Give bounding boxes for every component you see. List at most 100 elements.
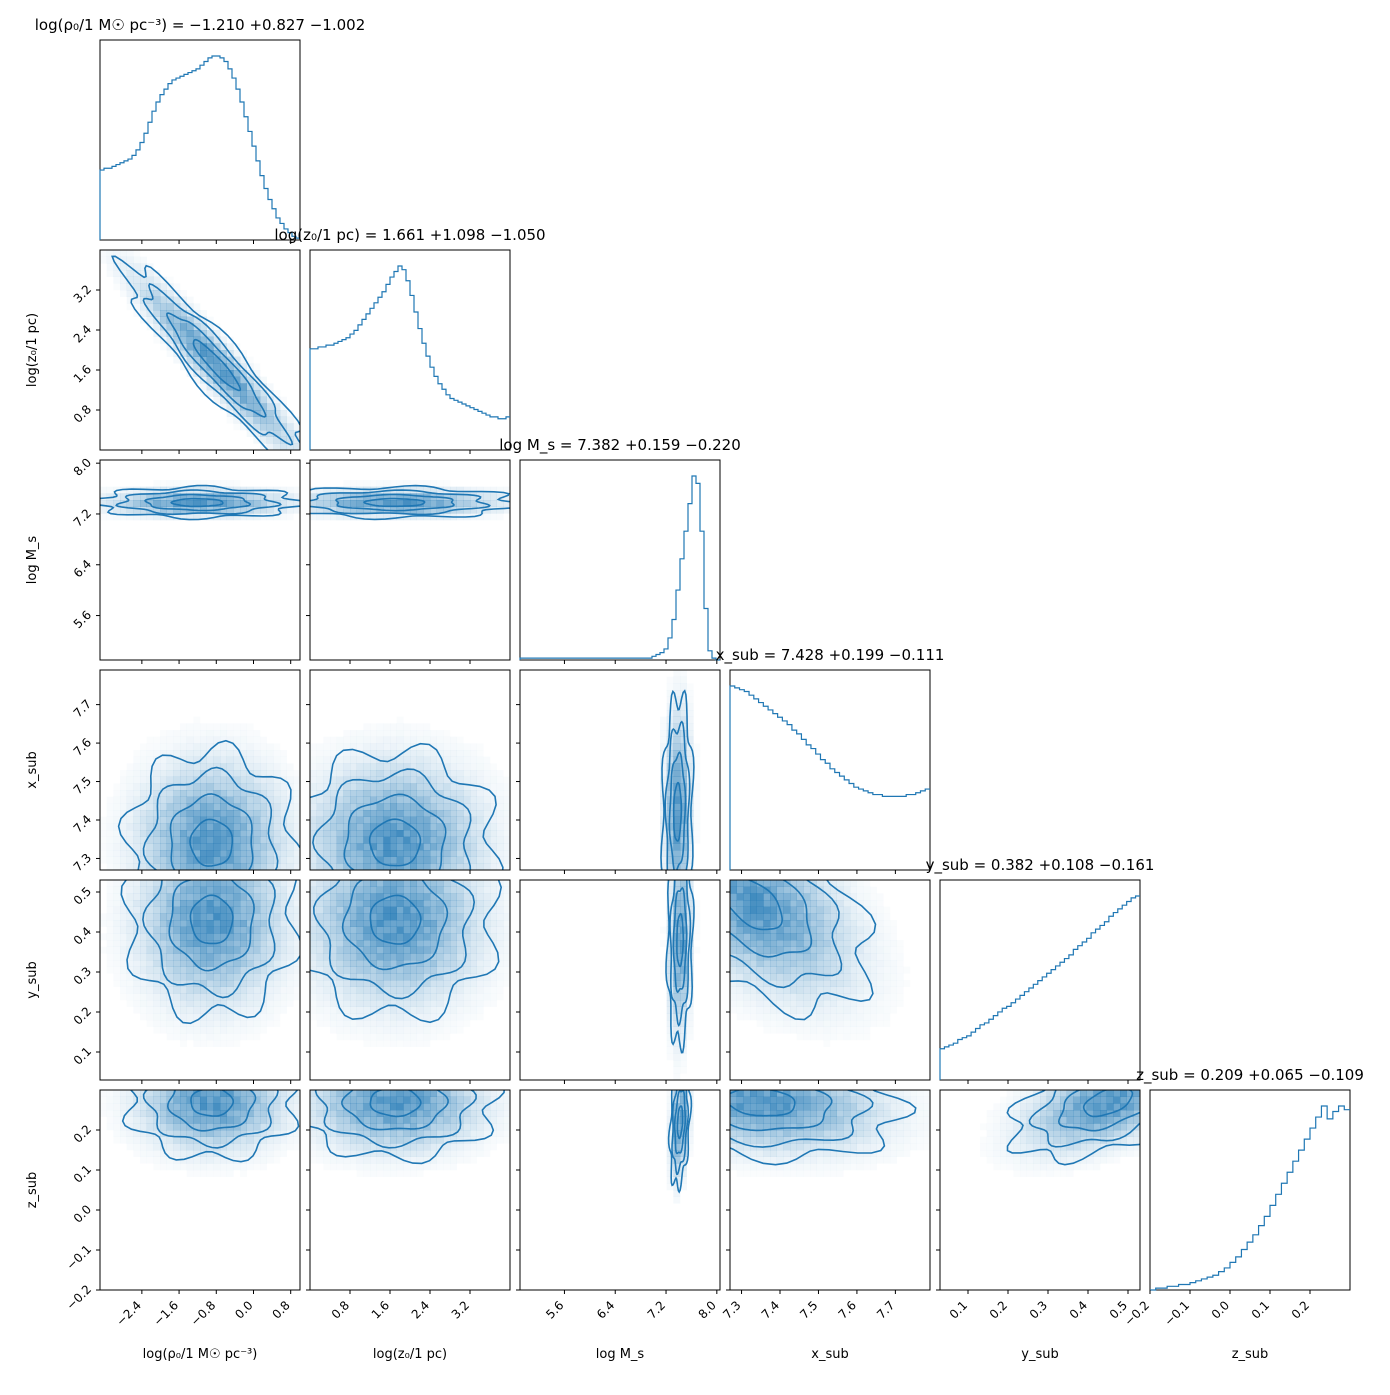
density-cell — [803, 1033, 810, 1040]
density-cell — [247, 777, 254, 784]
density-cell — [147, 1013, 154, 1020]
density-cell — [390, 1033, 397, 1040]
density-cell — [450, 920, 457, 927]
density-cell — [200, 900, 207, 907]
density-cell — [240, 830, 247, 837]
density-cell — [227, 887, 234, 894]
density-cell — [437, 500, 444, 507]
density-cell — [280, 850, 287, 857]
density-cell — [233, 1033, 240, 1040]
density-cell — [120, 973, 127, 980]
density-cell — [113, 953, 120, 960]
density-cell — [450, 993, 457, 1000]
density-cell — [120, 803, 127, 810]
density-cell — [233, 973, 240, 980]
density-cell — [260, 863, 267, 870]
density-cell — [330, 737, 337, 744]
density-cell — [390, 1027, 397, 1034]
density-cell — [477, 857, 484, 864]
density-cell — [200, 730, 207, 737]
density-cell — [247, 803, 254, 810]
density-cell — [227, 1020, 234, 1027]
density-cell — [343, 737, 350, 744]
density-cell — [423, 763, 430, 770]
density-cell — [287, 843, 294, 850]
density-cell — [470, 1007, 477, 1014]
density-cell — [357, 1143, 364, 1150]
density-cell — [167, 797, 174, 804]
density-cell — [403, 1117, 410, 1124]
density-cell — [490, 980, 497, 987]
density-cell — [363, 907, 370, 914]
density-cell — [397, 803, 404, 810]
density-cell — [343, 947, 350, 954]
density-cell — [660, 927, 667, 934]
density-cell — [100, 830, 107, 837]
density-cell — [280, 1150, 287, 1157]
density-cell — [120, 907, 127, 914]
density-cell — [737, 927, 744, 934]
density-cell — [377, 770, 384, 777]
density-cell — [437, 730, 444, 737]
density-cell — [377, 1137, 384, 1144]
density-cell — [430, 797, 437, 804]
density-cell — [423, 927, 430, 934]
density-cell — [173, 1020, 180, 1027]
density-cell — [490, 1000, 497, 1007]
density-cell — [810, 1033, 817, 1040]
density-cell — [410, 1143, 417, 1150]
density-cell — [107, 810, 114, 817]
density-cell — [357, 1103, 364, 1110]
density-cell — [817, 927, 824, 934]
density-cell — [227, 987, 234, 994]
density-cell — [260, 1163, 267, 1170]
density-cell — [240, 823, 247, 830]
density-cell — [843, 1013, 850, 1020]
density-cell — [370, 1157, 377, 1164]
density-cell — [693, 933, 700, 940]
density-cell — [193, 783, 200, 790]
density-cell — [897, 993, 904, 1000]
density-cell — [337, 1013, 344, 1020]
density-cell — [240, 1020, 247, 1027]
density-cell — [273, 817, 280, 824]
density-cell — [777, 1027, 784, 1034]
density-cell — [377, 480, 384, 487]
density-cell — [260, 500, 267, 507]
density-cell — [317, 1150, 324, 1157]
density-cell — [267, 967, 274, 974]
density-cell — [260, 810, 267, 817]
density-cell — [383, 1170, 390, 1177]
density-cell — [823, 980, 830, 987]
density-cell — [127, 933, 134, 940]
density-cell — [160, 297, 167, 304]
density-cell — [147, 743, 154, 750]
density-cell — [343, 783, 350, 790]
density-cell — [817, 933, 824, 940]
density-cell — [337, 947, 344, 954]
density-cell — [693, 830, 700, 837]
density-cell — [100, 1110, 107, 1117]
density-cell — [417, 777, 424, 784]
density-cell — [843, 927, 850, 934]
density-cell — [863, 1020, 870, 1027]
density-cell — [173, 730, 180, 737]
density-cell — [863, 1033, 870, 1040]
density-cell — [450, 893, 457, 900]
density-cell — [410, 1033, 417, 1040]
density-cell — [430, 863, 437, 870]
density-cell — [120, 980, 127, 987]
density-cell — [383, 770, 390, 777]
density-cell — [273, 1137, 280, 1144]
density-cell — [503, 790, 510, 797]
density-cell — [370, 1000, 377, 1007]
density-cell — [490, 887, 497, 894]
density-cell — [127, 257, 134, 264]
density-cell — [383, 763, 390, 770]
density-cell — [193, 737, 200, 744]
density-cell — [450, 810, 457, 817]
density-cell — [240, 863, 247, 870]
density-cell — [390, 1007, 397, 1014]
density-cell — [737, 887, 744, 894]
density-cell — [817, 913, 824, 920]
